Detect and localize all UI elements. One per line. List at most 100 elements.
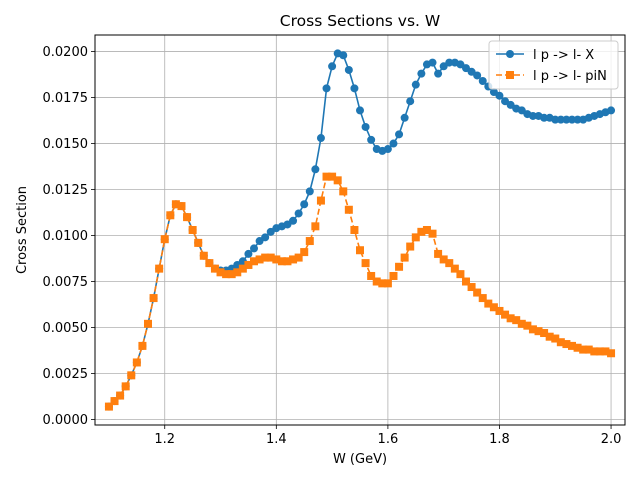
data-point (261, 253, 270, 262)
data-point (222, 270, 231, 279)
data-point (233, 268, 242, 277)
data-point (478, 294, 487, 303)
data-point (104, 402, 113, 411)
data-point (250, 244, 258, 253)
data-point (160, 235, 169, 244)
series-2 (104, 172, 616, 411)
data-point (528, 325, 537, 334)
data-point (238, 264, 247, 273)
plot-frame (94, 34, 626, 426)
x-tick-label: 2.0 (601, 432, 622, 447)
data-point (344, 65, 353, 74)
data-point (294, 253, 303, 262)
data-point (484, 299, 493, 308)
data-point (607, 106, 616, 115)
data-point (132, 358, 141, 367)
data-point (434, 69, 443, 78)
data-point (400, 253, 409, 262)
chart-title: Cross Sections vs. W (280, 12, 440, 30)
data-point (395, 262, 404, 271)
legend-marker-x (506, 50, 514, 58)
data-point (177, 202, 186, 211)
data-point (562, 340, 571, 349)
data-point (383, 145, 392, 154)
data-point (367, 135, 376, 144)
data-point (568, 341, 576, 350)
data-point (261, 233, 270, 242)
data-point (434, 249, 443, 258)
data-point (573, 115, 582, 124)
data-point (506, 314, 515, 323)
data-point (389, 271, 398, 280)
data-point (528, 111, 537, 120)
data-point (149, 294, 158, 303)
data-point (551, 334, 560, 343)
data-point (556, 115, 565, 124)
data-point (462, 277, 470, 286)
data-point (422, 226, 431, 234)
x-tick-label: 1.2 (154, 432, 175, 447)
data-point (540, 329, 549, 338)
data-point (244, 249, 253, 258)
data-point (356, 106, 364, 115)
data-point (244, 260, 253, 269)
grid (95, 35, 625, 425)
data-point (250, 257, 258, 266)
data-point (328, 172, 337, 181)
data-point (445, 259, 454, 268)
data-point (272, 255, 281, 264)
data-point (116, 391, 125, 400)
data-point (311, 222, 320, 231)
data-point (456, 270, 465, 279)
data-point (138, 341, 147, 350)
data-point (501, 310, 510, 319)
y-tick-label: 0.0025 (43, 367, 89, 382)
data-point (328, 62, 337, 71)
data-point (395, 130, 404, 139)
data-point (406, 97, 415, 106)
y-tick-label: 0.0200 (43, 45, 89, 60)
data-point (439, 255, 448, 264)
data-point (205, 259, 214, 268)
data-point (417, 69, 426, 78)
data-point (266, 253, 275, 262)
data-point (556, 338, 565, 347)
data-point (400, 113, 409, 122)
data-point (344, 205, 353, 214)
series-1 (104, 49, 616, 411)
legend-label-x: l p -> l- X (533, 48, 594, 63)
data-point (383, 279, 392, 288)
data-point (322, 172, 331, 181)
data-point (389, 139, 398, 148)
data-point (283, 257, 292, 266)
data-point (545, 332, 554, 341)
data-point (305, 187, 314, 196)
data-point (305, 237, 314, 246)
data-point (316, 196, 325, 205)
data-point (372, 277, 381, 286)
legend-box (488, 40, 619, 90)
legend: l p -> l- X l p -> l- piN (488, 40, 619, 90)
y-tick-label: 0.0100 (43, 229, 89, 244)
data-point (316, 134, 325, 143)
y-axis-label: Cross Section (15, 186, 30, 274)
data-point (210, 264, 219, 273)
data-point (517, 319, 526, 328)
y-tick-label: 0.0050 (43, 321, 89, 336)
data-point (445, 58, 454, 67)
data-point (590, 347, 599, 356)
data-point (417, 227, 426, 236)
data-point (467, 283, 476, 292)
data-point (607, 349, 616, 358)
data-point (300, 248, 309, 257)
data-point (300, 200, 309, 209)
data-point (127, 371, 136, 380)
x-tick-label: 1.8 (489, 432, 510, 447)
data-point (428, 58, 437, 67)
data-point (277, 257, 286, 266)
data-point (356, 246, 364, 255)
data-point (289, 216, 298, 225)
data-point (523, 321, 532, 330)
